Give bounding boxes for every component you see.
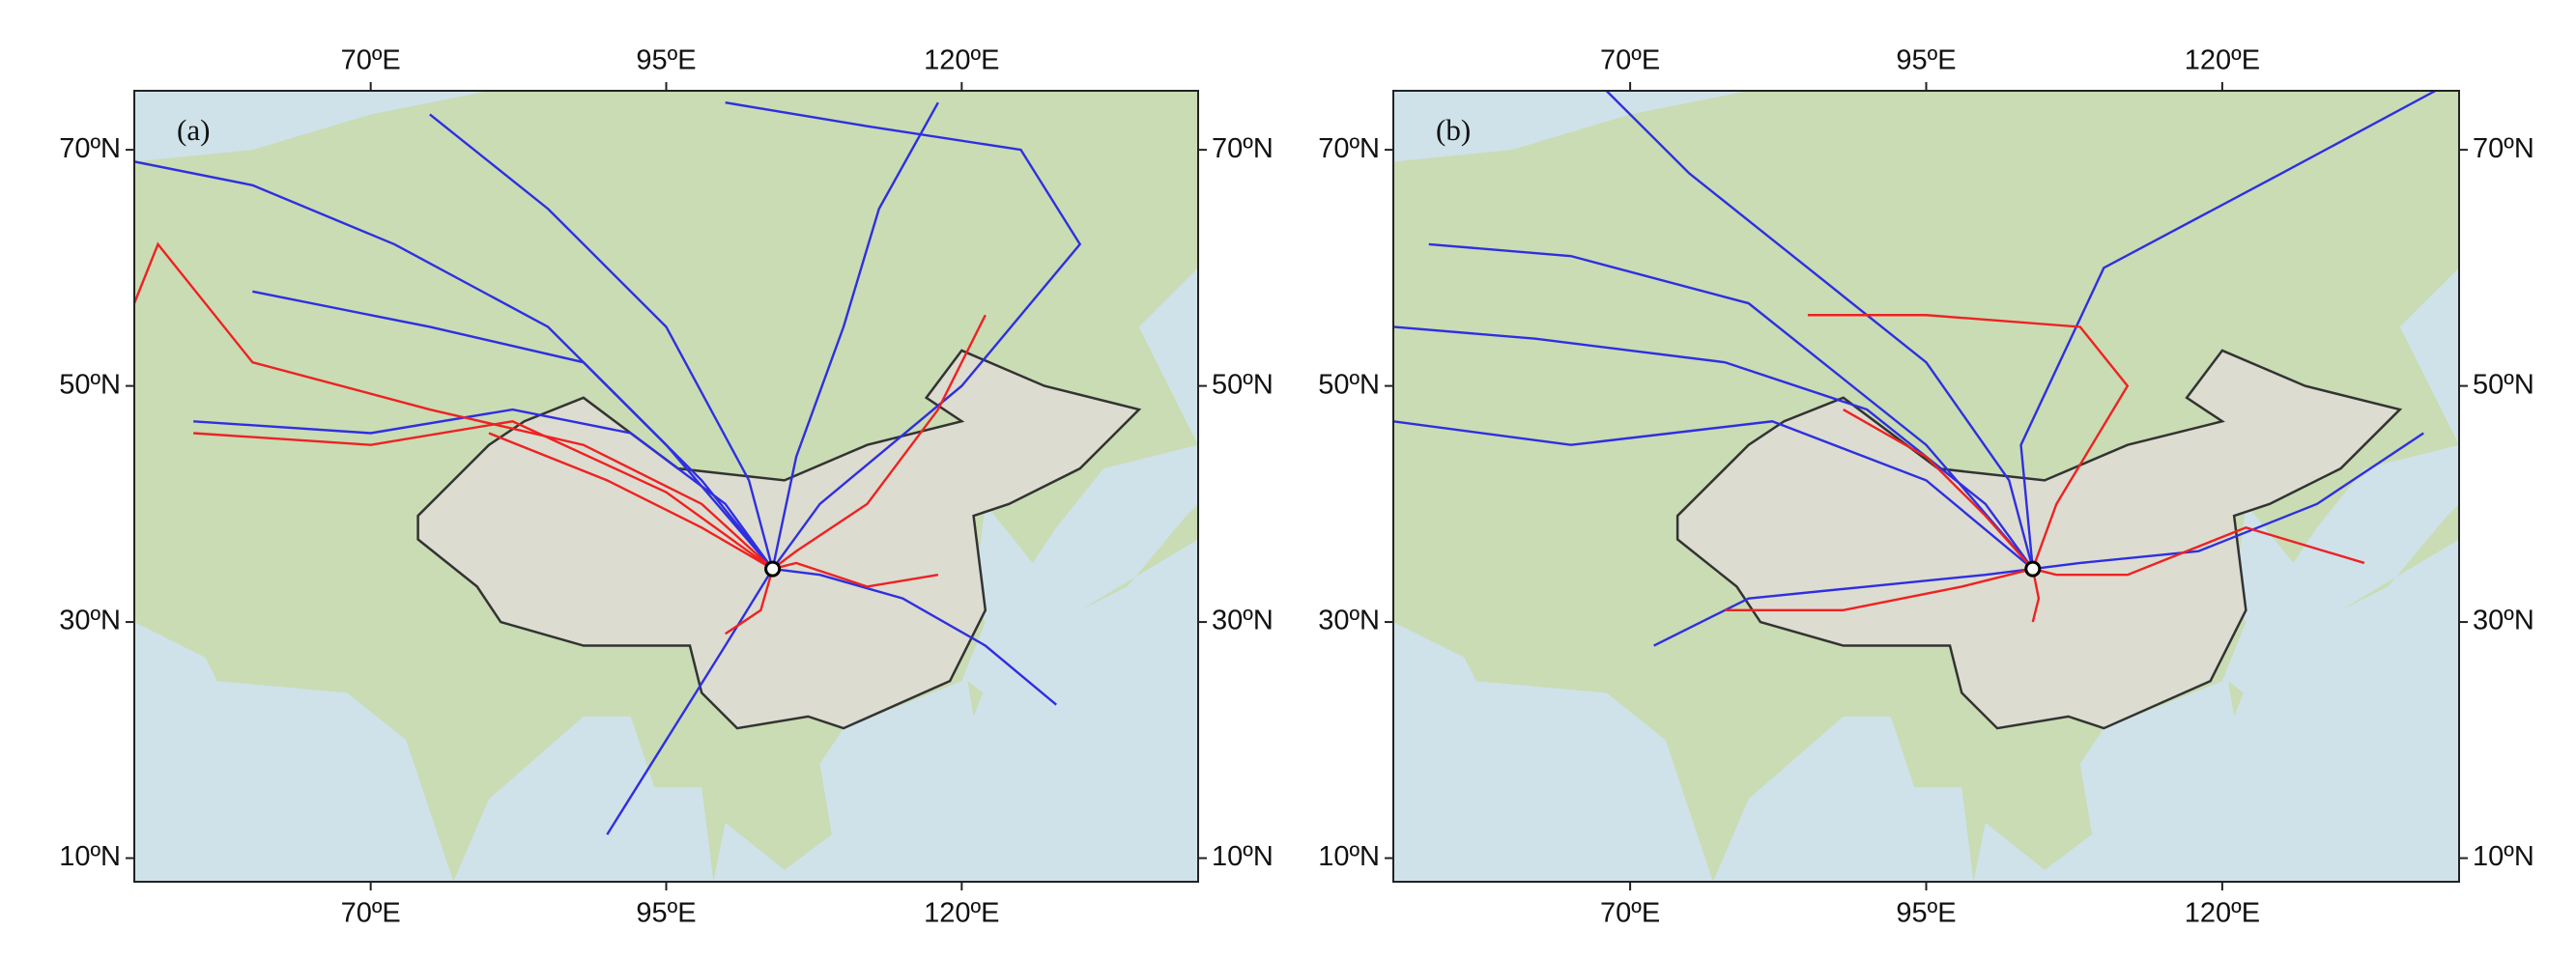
y-tick-label: 10ºN [1212,841,1274,872]
x-tick-label: 120ºE [2185,45,2260,76]
trajectory [771,101,939,570]
x-tick-label: 70ºE [341,45,401,76]
y-tick-label: 50ºN [1318,369,1380,400]
trajectory [488,432,774,571]
x-tick-label: 70ºE [1600,898,1660,929]
trajectory [772,567,1057,706]
trajectory [1428,242,2034,570]
y-tick-label: 50ºN [2473,369,2534,400]
site-marker [2024,560,2042,578]
trajectory [429,113,774,570]
y-tick-label: 10ºN [59,841,121,872]
y-tick-label: 70ºN [59,133,121,164]
y-tick-label: 30ºN [59,606,121,636]
trajectory [1393,325,2034,570]
y-tick-label: 10ºN [1318,841,1380,872]
y-tick-label: 10ºN [2473,841,2534,872]
trajectory [193,420,774,571]
trajectory [2019,91,2437,570]
panel-label: (b) [1436,113,1471,147]
trajectory [193,408,774,570]
trajectory [1653,567,2033,647]
trajectory [1807,314,2130,570]
x-tick-label: 95ºE [1896,898,1956,929]
x-tick-label: 95ºE [636,898,696,929]
basemap [1274,32,2576,959]
x-tick-label: 70ºE [341,898,401,929]
y-tick-label: 50ºN [59,369,121,400]
y-tick-label: 50ºN [1212,369,1274,400]
trajectory [1843,409,2034,570]
trajectory [1725,567,2034,612]
trajectory [725,568,774,635]
x-tick-label: 120ºE [924,898,999,929]
trajectory [771,314,987,571]
map-panel: (b) 70ºE 70ºE 95ºE 95ºE 120ºE 120ºE 10ºN 10ºN 30º… [1274,32,2576,959]
y-tick-label: 30ºN [2473,606,2534,636]
map-area [16,32,1317,959]
x-tick-label: 120ºE [2185,898,2260,929]
trajectory [134,241,774,570]
y-tick-label: 70ºN [2473,133,2534,164]
x-tick-label: 95ºE [636,45,696,76]
trajectory [2032,526,2365,577]
trajectory [2031,568,2041,623]
map-panel: (a) 70ºE 70ºE 95ºE 95ºE 120ºE 120ºE 10ºN 10ºN 30º… [16,32,1317,959]
trajectory [772,561,939,588]
x-tick-label: 70ºE [1600,45,1660,76]
site-marker [764,560,782,578]
map-area [1274,32,2576,959]
panel-label: (a) [177,113,210,147]
trajectory [2032,432,2424,571]
trajectory [134,160,774,570]
y-tick-label: 70ºN [1212,133,1274,164]
y-tick-label: 30ºN [1212,606,1274,636]
y-tick-label: 30ºN [1318,606,1380,636]
trajectory [252,290,774,570]
x-tick-label: 95ºE [1896,45,1956,76]
x-tick-label: 120ºE [924,45,999,76]
trajectory [725,101,1082,570]
trajectory [1393,420,2034,570]
y-tick-label: 70ºN [1318,133,1380,164]
trajectory [606,568,774,835]
basemap [16,32,1317,959]
